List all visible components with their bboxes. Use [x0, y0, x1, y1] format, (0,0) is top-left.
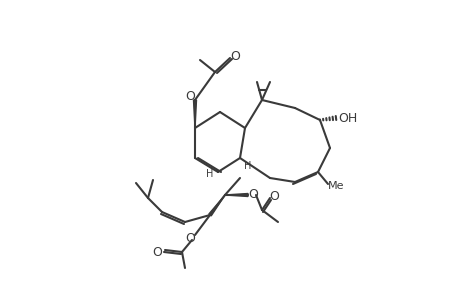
Polygon shape — [193, 100, 196, 128]
Text: H: H — [206, 169, 213, 179]
Text: O: O — [230, 50, 240, 62]
Text: O: O — [152, 245, 162, 259]
Text: O: O — [185, 232, 195, 244]
Text: O: O — [269, 190, 278, 202]
Polygon shape — [208, 195, 224, 216]
Text: O: O — [185, 91, 195, 103]
Text: OH: OH — [337, 112, 357, 124]
Text: H: H — [244, 161, 251, 171]
Text: Me: Me — [327, 181, 344, 191]
Polygon shape — [224, 194, 247, 196]
Text: O: O — [247, 188, 257, 202]
